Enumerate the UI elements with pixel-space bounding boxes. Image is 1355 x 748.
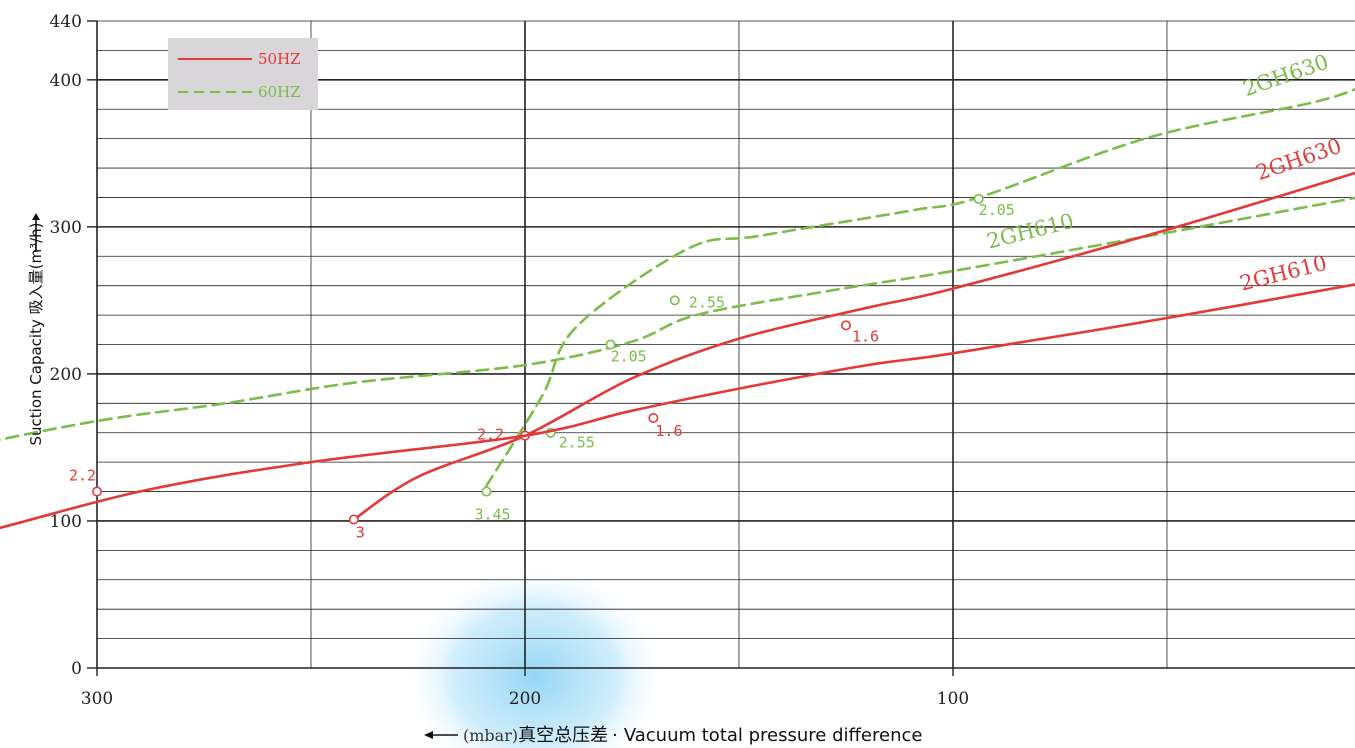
series-group xyxy=(0,87,1355,530)
legend-box xyxy=(168,38,318,110)
x-tick-label: 300 xyxy=(81,689,113,709)
legend-label-50hz: 50HZ xyxy=(258,50,301,68)
x-tick-label: 100 xyxy=(937,689,969,709)
watermark-blob xyxy=(400,550,670,748)
data-point xyxy=(973,193,984,204)
y-tick-label: 440 xyxy=(50,12,82,32)
series-line xyxy=(0,283,1355,530)
y-tick-label: 200 xyxy=(50,365,82,385)
data-label: 3 xyxy=(356,523,365,541)
curve-label: 2GH610 xyxy=(1237,251,1329,296)
curve-label: 2GH630 xyxy=(1240,50,1332,102)
data-point xyxy=(92,486,103,497)
data-label: 1.6 xyxy=(655,422,682,440)
data-point xyxy=(648,413,659,424)
series-line xyxy=(0,196,1355,442)
data-label: 3.45 xyxy=(474,506,510,524)
y-tick-label: 0 xyxy=(71,659,82,679)
x-axis-cn: 真空总压差 xyxy=(518,725,608,746)
series-line xyxy=(485,87,1355,487)
series-line xyxy=(352,171,1355,521)
x-axis-unit: (mbar) xyxy=(463,726,518,745)
data-point xyxy=(481,486,492,497)
data-label: 2.55 xyxy=(689,293,725,311)
x-axis-sep: · xyxy=(612,725,618,746)
x-axis-title: (mbar)真空总压差 · Vacuum total pressure differ… xyxy=(424,725,922,746)
y-axis-arrowhead-icon xyxy=(32,213,40,220)
y-tick-label: 100 xyxy=(50,512,82,532)
data-label: 2.2 xyxy=(477,426,504,444)
x-axis-arrowhead-icon xyxy=(424,731,433,739)
data-label: 2.05 xyxy=(611,348,647,366)
data-label: 1.6 xyxy=(852,327,879,345)
legend: 50HZ 60HZ xyxy=(168,38,318,110)
data-point xyxy=(669,295,680,306)
y-tick-label: 400 xyxy=(50,71,82,91)
data-label: 2.05 xyxy=(979,201,1015,219)
x-tick-label: 200 xyxy=(509,689,541,709)
data-label: 2.55 xyxy=(559,434,595,452)
x-axis-en: Vacuum total pressure difference xyxy=(624,725,923,746)
data-label: 2.2 xyxy=(69,467,96,485)
data-point xyxy=(605,339,616,350)
y-axis-label: Suction Capacity 吸入量(m³/h) xyxy=(27,223,45,446)
data-point xyxy=(348,514,359,525)
y-tick-label: 300 xyxy=(50,218,82,238)
axes: 0 100 200 300 400 440 300 200 100 xyxy=(50,12,1355,709)
x-axis-label: (mbar)真空总压差 · Vacuum total pressure differ… xyxy=(463,725,922,746)
curve-label: 2GH630 xyxy=(1253,134,1345,186)
legend-label-60hz: 60HZ xyxy=(258,83,301,101)
y-axis-title: Suction Capacity 吸入量(m³/h) xyxy=(27,213,45,446)
data-point xyxy=(840,320,851,331)
grid xyxy=(97,20,1355,668)
